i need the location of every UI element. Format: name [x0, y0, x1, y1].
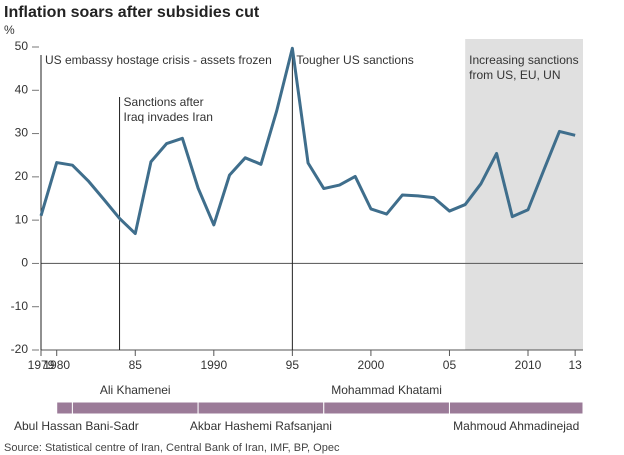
- x-tick-label: 95: [286, 358, 300, 372]
- source: Source: Statistical centre of Iran, Cent…: [4, 442, 340, 454]
- y-tick-label: 20: [15, 169, 29, 183]
- shaded-label: from US, EU, UN: [469, 68, 560, 82]
- y-tick-label: 30: [15, 126, 29, 140]
- x-tick-label: 1990: [200, 358, 227, 372]
- y-tick-label: 40: [15, 82, 29, 96]
- leader-period: [56, 401, 73, 415]
- y-tick-label: -20: [11, 342, 29, 356]
- event-label: Sanctions after: [124, 95, 204, 109]
- y-tick-label: 10: [15, 212, 29, 226]
- y-tick-label: 50: [15, 39, 29, 53]
- leader-name: Mahmoud Ahmadinejad: [453, 419, 579, 433]
- leader-period: [197, 401, 325, 415]
- leader-period: [448, 401, 584, 415]
- event-label: Tougher US sanctions: [296, 53, 413, 67]
- x-tick-label: 85: [129, 358, 143, 372]
- leader-period: [323, 401, 450, 415]
- event-label: Iraq invades Iran: [124, 110, 213, 124]
- leader-name: Abul Hassan Bani-Sadr: [14, 419, 139, 433]
- shaded-region: [465, 39, 583, 350]
- y-tick-label: 0: [21, 256, 28, 270]
- event-label: US embassy hostage crisis - assets froze…: [45, 53, 272, 67]
- chart-title: Inflation soars after subsidies cut: [4, 4, 260, 21]
- leader-period: [71, 401, 199, 415]
- shaded-label: Increasing sanctions: [469, 53, 578, 67]
- leader-name: Ali Khamenei: [100, 383, 171, 397]
- x-tick-label: 2010: [515, 358, 542, 372]
- x-tick-label: 2000: [358, 358, 385, 372]
- x-tick-label: 1980: [43, 358, 70, 372]
- x-tick-label: 05: [443, 358, 457, 372]
- leader-name: Mohammad Khatami: [331, 383, 442, 397]
- y-axis-label: %: [4, 23, 15, 37]
- y-tick-label: -10: [11, 299, 29, 313]
- x-tick-label: 1979: [28, 358, 55, 372]
- data-line: [39, 46, 576, 236]
- x-tick-label: 13: [568, 358, 582, 372]
- leader-name: Akbar Hashemi Rafsanjani: [190, 419, 332, 433]
